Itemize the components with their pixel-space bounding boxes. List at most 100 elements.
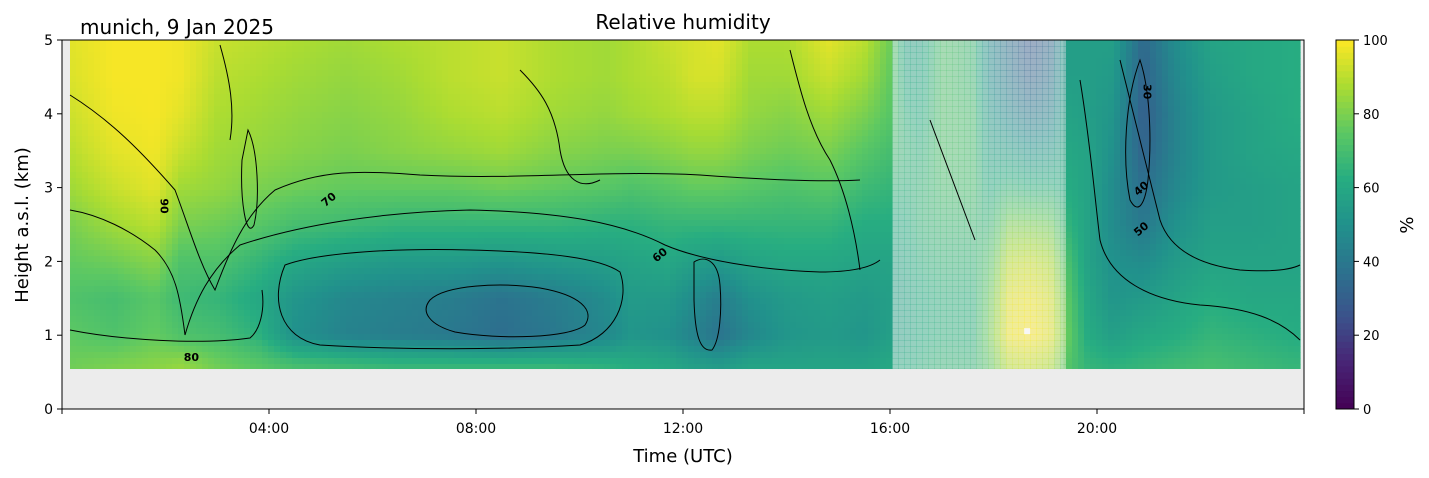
heatmap-cell bbox=[526, 190, 533, 197]
heatmap-cell bbox=[556, 250, 563, 257]
heatmap-cell bbox=[178, 118, 185, 125]
heatmap-cell bbox=[400, 64, 407, 71]
heatmap-cell bbox=[466, 268, 473, 275]
heatmap-cell bbox=[274, 136, 281, 143]
heatmap-cell bbox=[76, 346, 83, 353]
heatmap-cell bbox=[418, 316, 425, 323]
heatmap-cell bbox=[196, 274, 203, 281]
heatmap-cell bbox=[238, 76, 245, 83]
heatmap-cell bbox=[544, 100, 551, 107]
heatmap-cell bbox=[166, 250, 173, 257]
heatmap-cell bbox=[580, 40, 587, 47]
heatmap-cell bbox=[286, 226, 293, 233]
heatmap-cell bbox=[310, 310, 317, 317]
heatmap-cell bbox=[202, 142, 209, 149]
heatmap-cell bbox=[226, 256, 233, 263]
heatmap-cell bbox=[412, 238, 419, 245]
heatmap-cell bbox=[166, 304, 173, 311]
heatmap-cell bbox=[250, 178, 257, 185]
heatmap-cell bbox=[148, 322, 155, 329]
heatmap-cell bbox=[346, 40, 353, 47]
heatmap-cell bbox=[298, 298, 305, 305]
heatmap-cell bbox=[424, 316, 431, 323]
heatmap-cell bbox=[406, 328, 413, 335]
heatmap-cell bbox=[544, 316, 551, 323]
heatmap-cell bbox=[262, 310, 269, 317]
heatmap-cell bbox=[586, 178, 593, 185]
heatmap-cell bbox=[340, 112, 347, 119]
heatmap-cell bbox=[316, 94, 323, 101]
heatmap-cell bbox=[238, 190, 245, 197]
heatmap-cell bbox=[304, 346, 311, 353]
heatmap-cell bbox=[514, 100, 521, 107]
heatmap-cell bbox=[106, 166, 113, 173]
heatmap-cell bbox=[370, 148, 377, 155]
heatmap-cell bbox=[532, 214, 539, 221]
heatmap-cell bbox=[448, 298, 455, 305]
heatmap-cell bbox=[232, 190, 239, 197]
heatmap-cell bbox=[610, 70, 617, 77]
heatmap-cell bbox=[244, 58, 251, 65]
heatmap-cell bbox=[268, 172, 275, 179]
heatmap-cell bbox=[496, 178, 503, 185]
heatmap-cell bbox=[364, 280, 371, 287]
heatmap-cell bbox=[454, 58, 461, 65]
heatmap-cell bbox=[106, 364, 113, 370]
heatmap-cell bbox=[112, 328, 119, 335]
heatmap-cell bbox=[106, 304, 113, 311]
heatmap-cell bbox=[166, 208, 173, 215]
heatmap-cell bbox=[424, 232, 431, 239]
heatmap-cell bbox=[82, 238, 89, 245]
heatmap-cell bbox=[184, 190, 191, 197]
heatmap-cell bbox=[352, 262, 359, 269]
heatmap-cell bbox=[604, 88, 611, 95]
heatmap-cell bbox=[556, 268, 563, 275]
heatmap-cell bbox=[334, 184, 341, 191]
heatmap-cell bbox=[550, 154, 557, 161]
heatmap-cell bbox=[232, 58, 239, 65]
heatmap-cell bbox=[244, 226, 251, 233]
heatmap-cell bbox=[88, 172, 95, 179]
heatmap-cell bbox=[400, 52, 407, 59]
heatmap-cell bbox=[562, 184, 569, 191]
heatmap-cell bbox=[364, 70, 371, 77]
heatmap-cell bbox=[316, 208, 323, 215]
heatmap-cell bbox=[274, 244, 281, 251]
heatmap-cell bbox=[244, 322, 251, 329]
heatmap-cell bbox=[430, 136, 437, 143]
heatmap-cell bbox=[604, 358, 611, 365]
heatmap-cell bbox=[454, 232, 461, 239]
heatmap-cell bbox=[388, 238, 395, 245]
heatmap-cell bbox=[148, 70, 155, 77]
heatmap-cell bbox=[556, 58, 563, 65]
heatmap-cell bbox=[274, 220, 281, 227]
heatmap-cell bbox=[532, 244, 539, 251]
heatmap-cell bbox=[136, 352, 143, 359]
heatmap-cell bbox=[436, 94, 443, 101]
heatmap-cell bbox=[70, 70, 77, 77]
heatmap-cell bbox=[154, 94, 161, 101]
heatmap-cell bbox=[556, 40, 563, 47]
heatmap-cell bbox=[214, 322, 221, 329]
heatmap-cell bbox=[178, 328, 185, 335]
heatmap-cell bbox=[508, 46, 515, 53]
heatmap-cell bbox=[220, 106, 227, 113]
heatmap-cell bbox=[70, 262, 77, 269]
heatmap-cell bbox=[466, 250, 473, 257]
heatmap-cell bbox=[124, 214, 131, 221]
heatmap-cell bbox=[400, 358, 407, 365]
heatmap-cell bbox=[256, 178, 263, 185]
heatmap-cell bbox=[574, 262, 581, 269]
heatmap-cell bbox=[382, 154, 389, 161]
heatmap-cell bbox=[172, 286, 179, 293]
heatmap-cell bbox=[502, 286, 509, 293]
heatmap-cell bbox=[322, 106, 329, 113]
heatmap-cell bbox=[154, 304, 161, 311]
heatmap-cell bbox=[508, 76, 515, 83]
heatmap-cell bbox=[604, 40, 611, 47]
heatmap-cell bbox=[280, 214, 287, 221]
heatmap-cell bbox=[490, 130, 497, 137]
heatmap-cell bbox=[556, 130, 563, 137]
heatmap-cell bbox=[304, 310, 311, 317]
heatmap-cell bbox=[586, 352, 593, 359]
